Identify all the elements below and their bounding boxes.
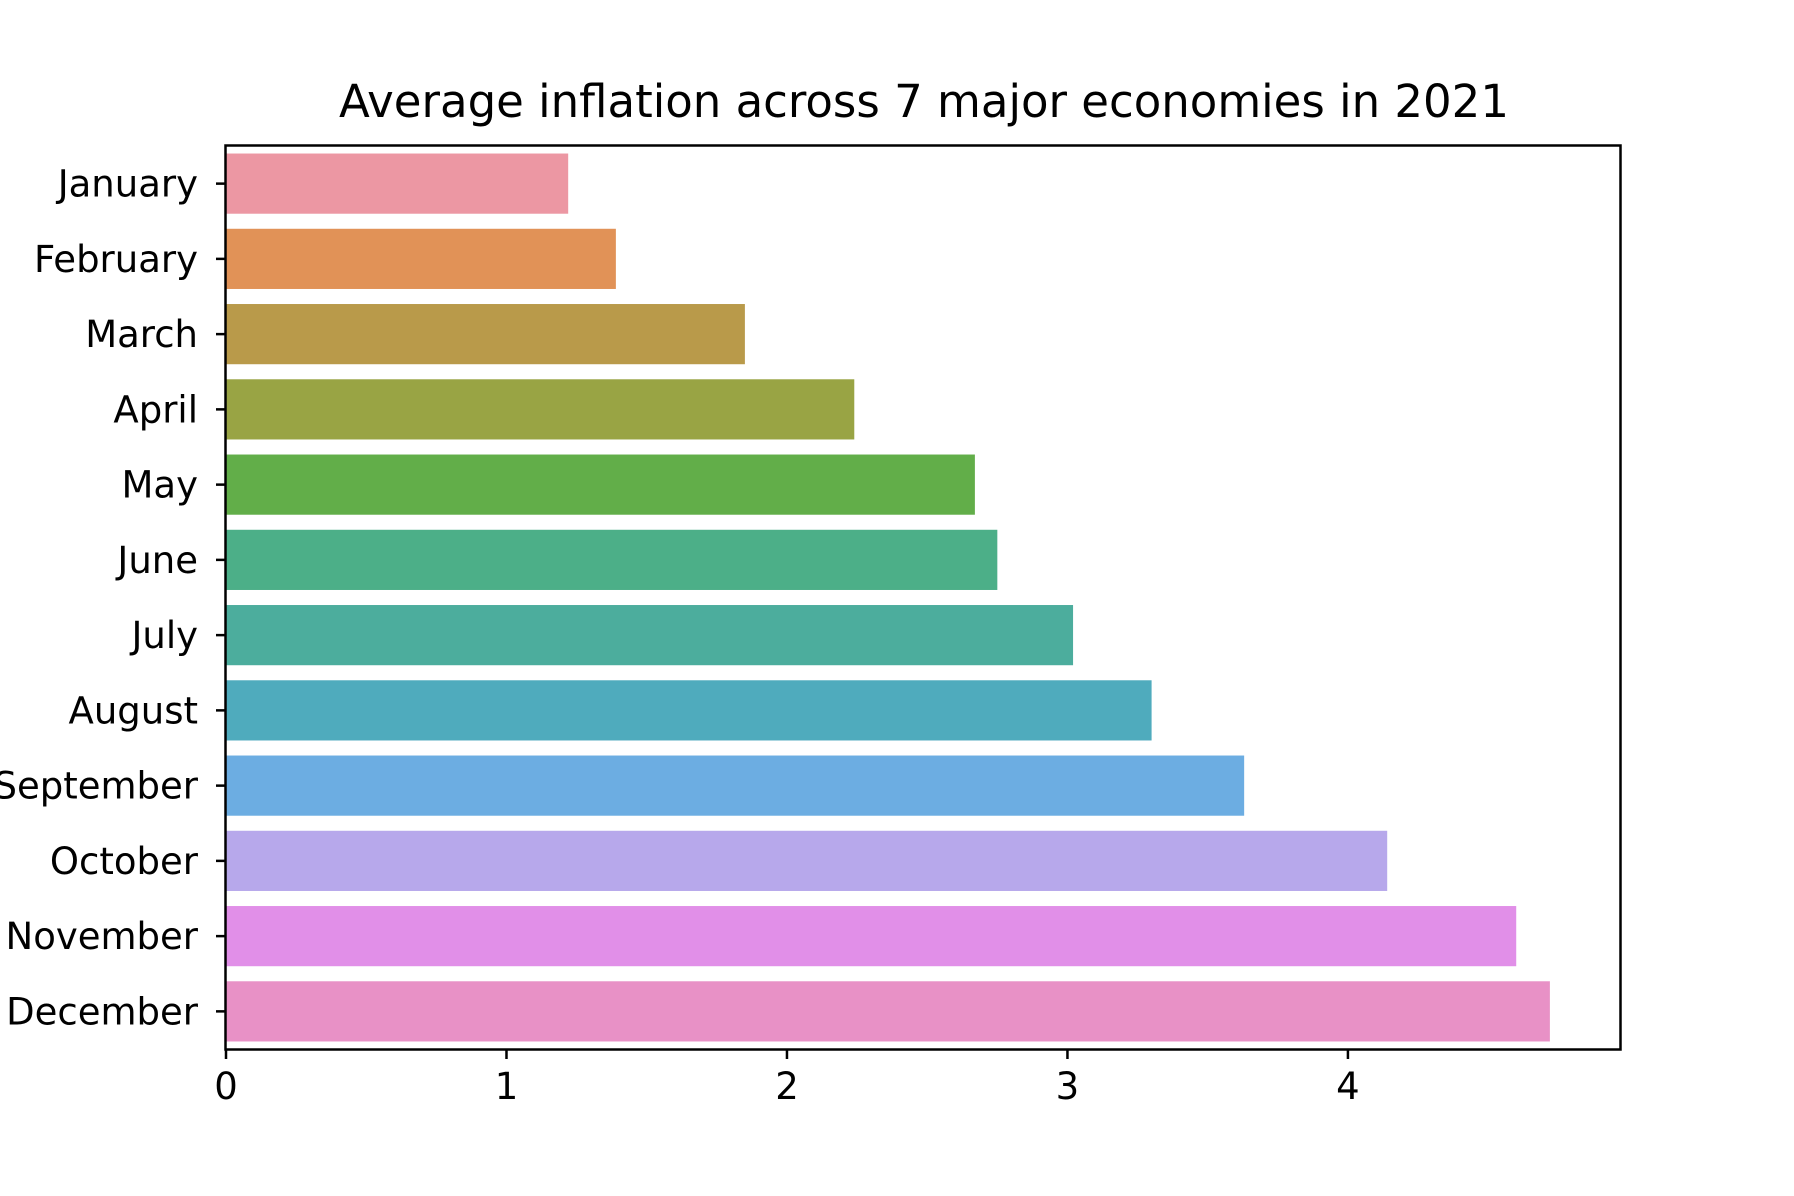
bar-march bbox=[226, 304, 745, 365]
y-axis: January February March April May June July Augu… bbox=[0, 163, 226, 1033]
bar-december bbox=[226, 981, 1550, 1042]
y-tick-label: April bbox=[113, 388, 198, 431]
bar-january bbox=[226, 153, 569, 214]
bar-july bbox=[226, 605, 1074, 666]
bar-june bbox=[226, 529, 998, 590]
y-tick-label: September bbox=[0, 765, 199, 808]
y-tick-label: November bbox=[6, 915, 199, 958]
y-tick-label: August bbox=[69, 689, 198, 732]
x-tick-label: 1 bbox=[495, 1065, 519, 1108]
bar-august bbox=[226, 680, 1152, 741]
bar-october bbox=[226, 830, 1388, 891]
y-tick-label: July bbox=[129, 614, 198, 657]
plot-frame bbox=[224, 144, 1622, 1051]
bar-september bbox=[226, 755, 1245, 816]
x-tick-label: 0 bbox=[214, 1065, 238, 1108]
y-tick-label: January bbox=[56, 163, 198, 206]
y-tick-label: March bbox=[85, 313, 198, 356]
x-tick-label: 4 bbox=[1336, 1065, 1360, 1108]
bar-november bbox=[226, 906, 1517, 967]
y-tick-label: October bbox=[50, 840, 199, 883]
x-axis: 0 1 2 3 4 bbox=[214, 1049, 1360, 1108]
y-tick-label: February bbox=[34, 238, 198, 281]
y-tick-label: December bbox=[6, 990, 199, 1033]
y-tick-label: May bbox=[122, 464, 199, 507]
bars-group bbox=[226, 153, 1550, 1042]
x-tick-label: 3 bbox=[1056, 1065, 1080, 1108]
bar-april bbox=[226, 379, 855, 440]
chart-title: Average inflation across 7 major economi… bbox=[339, 75, 1509, 128]
bar-february bbox=[226, 228, 616, 289]
y-tick-label: June bbox=[115, 539, 198, 582]
x-tick-label: 2 bbox=[775, 1065, 799, 1108]
bar-may bbox=[226, 454, 975, 515]
